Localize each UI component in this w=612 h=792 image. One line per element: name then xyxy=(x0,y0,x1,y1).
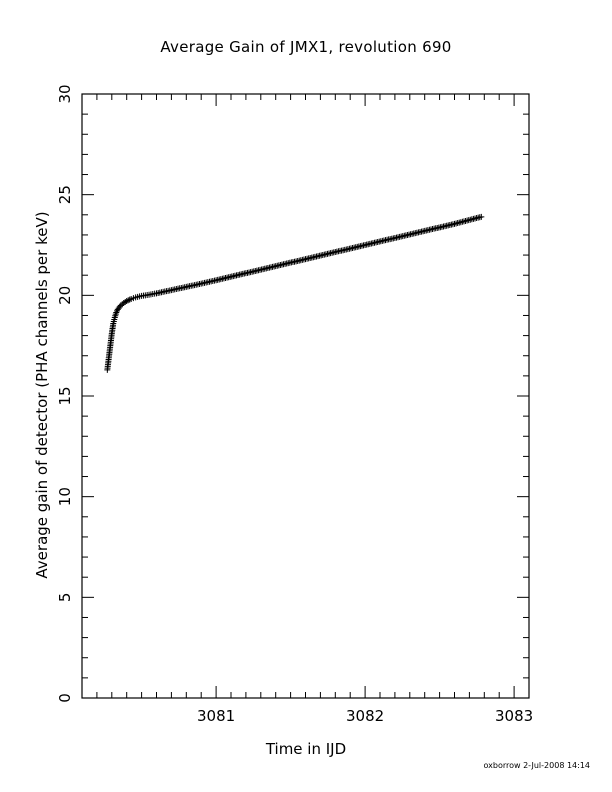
data-point xyxy=(126,296,133,303)
plot-frame xyxy=(81,93,530,699)
y-tick-label: 0 xyxy=(56,693,74,703)
x-axis-label-text: Time in IJD xyxy=(265,740,347,758)
x-tick-label: 3082 xyxy=(346,707,384,725)
y-tick-label: 30 xyxy=(56,84,74,103)
axis-tick-labels: 0 5 10 15 20 25 30 3081 3082 3083 xyxy=(56,84,533,725)
y-tick-label: 20 xyxy=(56,286,74,305)
footer-note: oxborrow 2-Jul-2008 14:14 xyxy=(483,761,590,770)
data-point xyxy=(125,297,132,304)
data-points xyxy=(104,213,485,373)
axes xyxy=(81,93,530,699)
y-tick-label: 15 xyxy=(56,386,74,405)
y-tick-label: 25 xyxy=(56,185,74,204)
y-tick-label: 5 xyxy=(56,593,74,603)
x-tick-label: 3081 xyxy=(197,707,235,725)
chart-title: Average Gain of JMX1, revolution 690 xyxy=(160,38,452,56)
y-tick-label: 10 xyxy=(56,487,74,506)
x-tick-label: 3083 xyxy=(495,707,533,725)
data-point xyxy=(123,297,130,304)
y-axis-label: Average gain of detector (PHA channels p… xyxy=(33,211,51,579)
axis-ticks xyxy=(81,93,530,699)
data-point xyxy=(478,213,485,220)
x-axis-label: Time in IJD xyxy=(0,740,612,758)
